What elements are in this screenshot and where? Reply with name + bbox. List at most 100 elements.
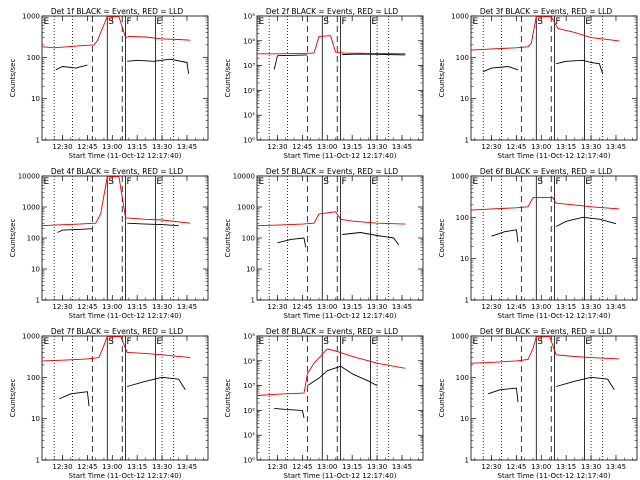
x-tick-label: 12:30 [267,303,287,311]
y-axis-label: Counts/sec [438,59,446,98]
panel-det-4: Det 4f BLACK = Events, RED = LLD 1 10 100 10… [9,167,209,320]
plot-frame [41,175,209,301]
y-axis-label: Counts/sec [438,379,446,418]
marker-label: F [556,177,561,187]
plot-frame [256,335,424,461]
lld-series-line [257,35,406,55]
x-tick-label: 13:15 [127,143,147,151]
marker-label: E [473,17,479,27]
marker-label: S [537,17,543,27]
x-tick-label: 13:45 [392,303,412,311]
y-axis-label: Counts/sec [224,379,232,418]
panel-det-6: Det 6f BLACK = Events, RED = LLD 1 10 100 10… [438,167,638,320]
y-tick-label: 10² [243,87,255,95]
events-series-line [273,54,308,70]
x-tick-label: 13:45 [177,463,197,471]
marker-label: E [473,337,479,347]
events-series-line [556,376,615,391]
y-tick-label: 1 [465,297,469,305]
x-tick-label: 12:45 [292,463,312,471]
events-series-line [342,53,406,56]
plot-frame [256,15,424,141]
events-series-line [59,391,90,407]
x-tick-label: 12:45 [77,143,97,151]
y-tick-label: 1000 [451,333,469,341]
x-tick-label: 13:30 [152,463,172,471]
events-series-line [127,376,186,391]
x-axis-label: Start Time (11-Oct-12 12:17:40) [69,152,182,160]
y-tick-label: 1 [465,137,469,145]
marker-label: F [556,337,561,347]
events-series-line [57,228,93,233]
panel-det-7: Det 7f BLACK = Events, RED = LLD 1 10 100 10… [9,327,209,480]
x-tick-label: 13:15 [127,303,147,311]
x-tick-label: 12:30 [481,463,501,471]
lld-series-line [42,336,191,362]
panel-title: Det 2f BLACK = Events, RED = LLD [266,7,399,16]
marker-label: E [371,177,377,187]
events-series-line [277,237,307,248]
x-tick-label: 12:45 [77,463,97,471]
marker-label: E [156,17,162,27]
x-axis-label: Start Time (11-Oct-12 12:17:40) [284,152,397,160]
events-series-line [307,365,378,386]
y-tick-label: 100 [456,54,469,62]
x-tick-label: 13:30 [581,463,601,471]
y-tick-label: 10⁵ [243,333,255,341]
x-tick-label: 13:00 [102,463,122,471]
x-tick-label: 12:45 [506,143,526,151]
lld-series-line [42,176,191,227]
lld-series-line [471,336,620,364]
y-tick-label: 10¹ [243,112,255,120]
panel-det-3: Det 3f BLACK = Events, RED = LLD 1 10 100 10… [438,7,638,160]
x-tick-label: 13:15 [556,303,576,311]
y-axis-label: Counts/sec [9,59,17,98]
y-tick-label: 10 [31,266,40,274]
x-tick-label: 13:00 [102,303,122,311]
x-tick-label: 13:00 [531,463,551,471]
y-tick-label: 10 [246,266,255,274]
y-tick-label: 10¹ [243,432,255,440]
panel-title: Det 9f BLACK = Events, RED = LLD [480,327,613,336]
x-tick-label: 13:00 [317,143,337,151]
panel-det-5: Det 5f BLACK = Events, RED = LLD 1 10 100 10… [224,167,424,320]
marker-label: S [108,17,114,27]
x-tick-label: 12:30 [267,463,287,471]
y-tick-label: 100 [456,214,469,222]
events-series-line [483,66,519,73]
marker-label: E [156,337,162,347]
marker-label: E [156,177,162,187]
x-axis-label: Start Time (11-Oct-12 12:17:40) [69,312,182,320]
y-tick-label: 10000 [18,173,40,181]
x-tick-label: 13:00 [317,463,337,471]
marker-label: S [108,177,114,187]
y-tick-label: 10 [460,95,469,103]
panel-title: Det 4f BLACK = Events, RED = LLD [51,167,184,176]
x-tick-label: 13:15 [556,463,576,471]
events-series-line [342,232,400,246]
events-series-line [555,216,617,227]
x-tick-label: 12:30 [52,463,72,471]
plot-frame [256,175,424,301]
y-tick-label: 1000 [451,173,469,181]
lld-series-line [42,16,191,49]
x-axis-label: Start Time (11-Oct-12 12:17:40) [284,472,397,480]
y-tick-label: 100 [456,374,469,382]
panel-title: Det 5f BLACK = Events, RED = LLD [266,167,399,176]
events-series-line [556,59,604,74]
y-tick-label: 10000 [233,173,255,181]
x-tick-label: 13:15 [342,463,362,471]
marker-label: S [323,177,329,187]
x-tick-label: 13:30 [152,303,172,311]
marker-label: E [259,177,265,187]
marker-label: E [259,337,265,347]
y-tick-label: 10⁵ [243,13,255,21]
x-tick-label: 12:30 [481,303,501,311]
y-tick-label: 1000 [451,13,469,21]
plot-frame [41,15,209,141]
y-tick-label: 100 [27,374,40,382]
marker-label: S [537,337,543,347]
y-axis-label: Counts/sec [224,59,232,98]
y-tick-label: 100 [27,54,40,62]
